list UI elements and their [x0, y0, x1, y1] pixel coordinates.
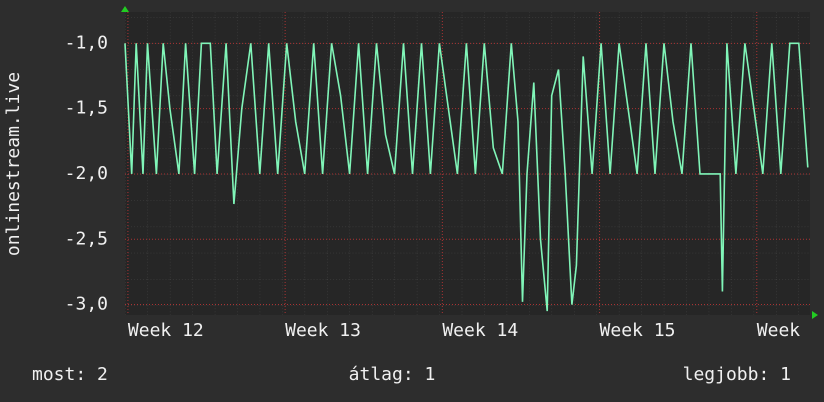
y-tick-label: -1,0 [65, 32, 108, 53]
x-tick-label: Week 12 [128, 320, 204, 341]
x-tick-label: Week 15 [600, 320, 676, 341]
y-tick-label: -3,0 [65, 294, 108, 315]
axis-arrow [812, 311, 818, 319]
x-tick-label: Week 13 [285, 320, 361, 341]
y-tick-label: -2,5 [65, 228, 108, 249]
x-tick-label: Week 14 [442, 320, 518, 341]
y-tick-label: -1,5 [65, 98, 108, 119]
y-axis-label: onlinestream.live [3, 72, 24, 256]
stat-best: legjobb: 1 [683, 364, 791, 385]
stat-current: most: 2 [32, 364, 108, 385]
axis-arrow [121, 6, 129, 12]
y-tick-label: -2,0 [65, 163, 108, 184]
x-tick-label: Week [757, 320, 801, 341]
stat-average: átlag: 1 [349, 364, 436, 385]
series-line [124, 42, 809, 312]
